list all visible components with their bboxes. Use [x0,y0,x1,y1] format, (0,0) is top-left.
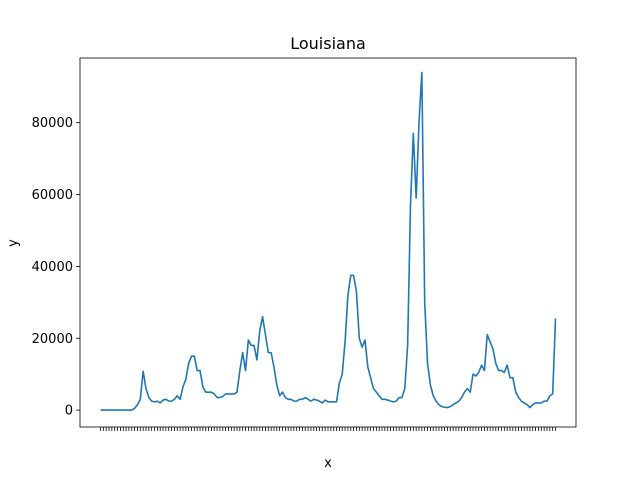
y-tick-label: 80000 [32,116,73,131]
y-tick-label: 20000 [32,332,73,347]
y-axis-label: y [6,239,21,247]
y-tick-label: 0 [65,404,73,419]
axes-frame [79,57,577,428]
plot-area: 0 20000 40000 60000 80000 [32,57,577,431]
y-tick-label: 40000 [32,260,73,275]
series-line [100,71,557,411]
x-axis-label: x [324,456,332,471]
chart-title: Louisiana [290,34,366,53]
y-tick-label: 60000 [32,188,73,203]
